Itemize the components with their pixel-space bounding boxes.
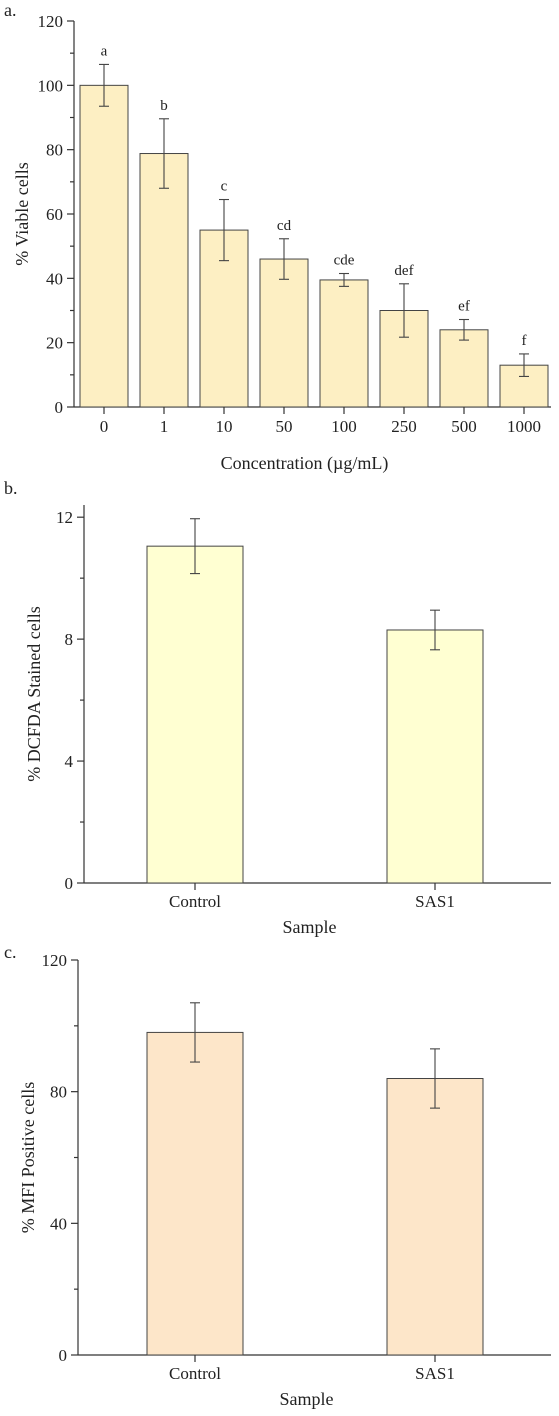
- y-tick-label: 8: [65, 630, 74, 649]
- chart-panel-3: c. 0 40 80 120 Control SAS1 Sample % MFI Positiv…: [4, 942, 551, 1409]
- y-tick-label: 0: [59, 1346, 68, 1365]
- significance-label: f: [522, 333, 527, 349]
- y-tick-label: 20: [46, 334, 63, 353]
- y-tick-label: 40: [46, 269, 63, 288]
- x-tick-label: SAS1: [415, 1364, 455, 1383]
- bar: [259, 258, 309, 408]
- x-axis-title: Sample: [280, 1389, 334, 1409]
- y-tick-label: 0: [65, 874, 74, 893]
- y-tick-label: 60: [46, 205, 63, 224]
- y-tick-label: 120: [42, 951, 68, 970]
- y-axis-title: % DCFDA Stained cells: [24, 606, 44, 782]
- bar: [319, 279, 369, 408]
- x-tick-label: 50: [276, 417, 293, 436]
- significance-label: def: [394, 263, 413, 279]
- bar: [386, 1078, 484, 1356]
- x-tick-label: Control: [169, 892, 221, 911]
- panel-label: c.: [4, 942, 17, 962]
- significance-label: ef: [458, 299, 470, 315]
- y-tick-label: 100: [38, 76, 64, 95]
- significance-label: a: [101, 43, 108, 59]
- y-axis-title: % MFI Positive cells: [18, 1082, 38, 1234]
- x-tick-label: 0: [100, 417, 109, 436]
- x-tick-label: 250: [391, 417, 417, 436]
- panel-label: a.: [4, 0, 17, 20]
- bar: [146, 1031, 244, 1356]
- y-tick-label: 4: [65, 752, 74, 771]
- x-tick-label: 500: [451, 417, 477, 436]
- y-tick-label: 12: [56, 508, 73, 527]
- bar: [439, 329, 489, 408]
- bar: [386, 629, 484, 884]
- y-tick-label: 40: [50, 1214, 67, 1233]
- y-tick-label: 80: [50, 1083, 67, 1102]
- x-tick-label: 100: [331, 417, 357, 436]
- x-axis-title: Sample: [283, 917, 337, 937]
- y-tick-label: 0: [55, 398, 64, 417]
- y-axis-title: % Viable cells: [12, 162, 32, 266]
- y-tick-label: 80: [46, 141, 63, 160]
- bar: [139, 153, 189, 408]
- bar: [79, 84, 129, 408]
- chart-panel-2: b. 0 4 8 12 Control SAS1 Sample % DCFDA Stained …: [4, 478, 551, 937]
- x-tick-label: Control: [169, 1364, 221, 1383]
- significance-label: b: [160, 98, 168, 114]
- significance-label: c: [221, 179, 228, 195]
- x-tick-label: 1: [160, 417, 169, 436]
- panel-label: b.: [4, 478, 18, 498]
- bar: [146, 545, 244, 884]
- significance-label: cd: [277, 218, 292, 234]
- x-tick-label: SAS1: [415, 892, 455, 911]
- x-tick-label: 1000: [507, 417, 541, 436]
- significance-label: cde: [334, 253, 355, 269]
- x-tick-label: 10: [216, 417, 233, 436]
- y-tick-label: 120: [38, 12, 64, 31]
- chart-panel-1: a. 0 20 40 60 80 100 120 0 a 1 b 10 c 50 cd 100 cde 250 def…: [4, 0, 551, 474]
- x-axis-title: Concentration (µg/mL): [221, 453, 389, 474]
